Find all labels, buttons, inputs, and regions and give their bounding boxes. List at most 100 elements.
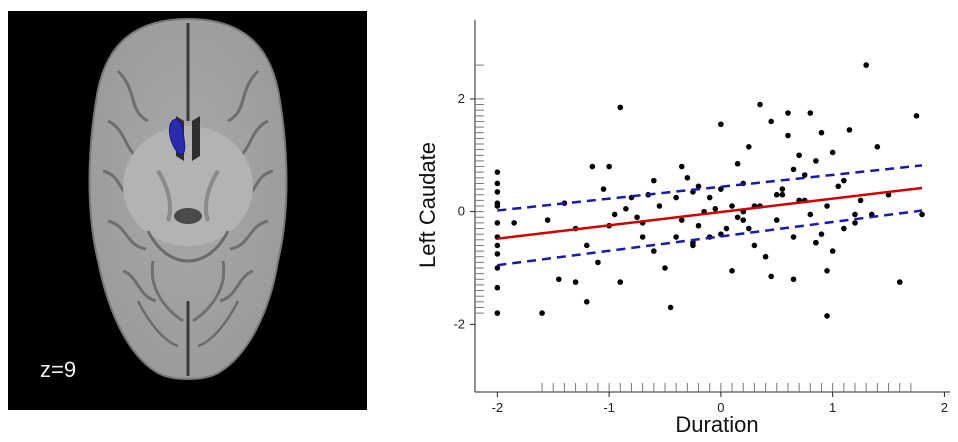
rug-marks (475, 64, 912, 392)
data-point (595, 259, 601, 266)
data-point (829, 248, 836, 254)
data-point (494, 265, 501, 271)
data-point (790, 166, 797, 173)
data-point (841, 177, 847, 184)
data-point (857, 197, 864, 204)
data-point (785, 132, 791, 139)
y-axis-title: Left Caudate (415, 142, 440, 268)
data-point (494, 189, 501, 195)
data-point (796, 152, 802, 159)
data-point (678, 163, 685, 170)
data-point (762, 253, 769, 260)
data-point (863, 62, 869, 68)
data-point (746, 144, 752, 150)
brain-axial-slice-image (88, 17, 288, 380)
data-point (874, 144, 881, 150)
data-point (751, 242, 758, 249)
slice-coordinate-label: z=9 (40, 357, 77, 382)
data-point (511, 220, 517, 226)
data-point (785, 110, 791, 116)
data-point (773, 191, 780, 198)
data-point (801, 172, 808, 178)
data-point (651, 177, 657, 184)
regression-fit-line (497, 186, 923, 240)
data-point (779, 191, 786, 198)
data-point (572, 279, 579, 285)
data-point (835, 183, 842, 190)
data-point (673, 194, 679, 201)
data-point (623, 206, 629, 212)
data-point (695, 183, 702, 190)
data-point (662, 265, 668, 271)
y-tick-label: -2 (453, 316, 465, 331)
data-point (678, 217, 685, 223)
data-point (779, 186, 786, 192)
data-point (718, 121, 724, 128)
data-point (896, 279, 903, 285)
y-tick-label: 0 (458, 204, 465, 219)
tick-labels: -2 -1 0 1 2 -2 0 2 (453, 91, 948, 415)
data-point (824, 203, 830, 209)
data-point (544, 217, 551, 223)
data-point (824, 268, 830, 274)
x-tick-label: -1 (603, 400, 615, 415)
data-point (807, 211, 814, 218)
data-point (617, 104, 624, 111)
data-point (589, 163, 596, 170)
data-point (651, 248, 657, 254)
data-point (494, 284, 501, 291)
data-point (606, 163, 612, 170)
data-point (740, 217, 747, 223)
data-point (813, 158, 819, 164)
x-tick-label: 0 (717, 400, 724, 415)
data-point (706, 194, 713, 201)
data-point (656, 203, 663, 209)
data-point (611, 211, 618, 218)
data-point (494, 180, 501, 187)
data-point (734, 214, 741, 221)
data-point (768, 118, 774, 125)
data-point (723, 225, 730, 232)
data-point (818, 231, 825, 237)
data-point (852, 220, 858, 226)
brain-mri-panel: z=9 (8, 11, 367, 410)
data-point (813, 239, 819, 246)
x-tick-label: 2 (941, 400, 948, 415)
data-point (695, 222, 702, 229)
data-point (768, 273, 774, 280)
data-point (673, 234, 679, 240)
data-point (494, 169, 501, 175)
data-point (852, 211, 858, 218)
x-tick-label: 1 (829, 400, 836, 415)
data-point (807, 110, 814, 116)
data-point (639, 234, 646, 240)
y-tick-label: 2 (458, 91, 465, 106)
data-point (494, 310, 501, 316)
data-point (829, 149, 836, 156)
data-point (583, 299, 590, 305)
data-point (494, 220, 501, 226)
data-point (773, 217, 780, 223)
data-point (846, 127, 853, 133)
data-point (919, 211, 925, 218)
scatter-plot: -2 -1 0 1 2 -2 0 2 Duration Left Caudate (415, 20, 950, 437)
data-point (790, 234, 797, 240)
data-point (729, 268, 735, 274)
data-points (494, 62, 925, 319)
data-point (494, 200, 501, 206)
data-point (712, 206, 719, 212)
data-point (684, 175, 691, 181)
ci-upper-line (497, 164, 923, 212)
data-point (790, 276, 797, 283)
data-point (913, 113, 920, 119)
data-point (539, 310, 545, 316)
left-caudate-highlight (169, 118, 186, 155)
data-point (734, 160, 741, 167)
x-tick-label: -2 (492, 400, 504, 415)
fit-lines (497, 164, 923, 267)
data-point (494, 242, 501, 249)
x-axis-title: Duration (675, 412, 758, 437)
data-point (757, 101, 763, 108)
data-point (746, 225, 752, 232)
data-point (583, 242, 590, 249)
